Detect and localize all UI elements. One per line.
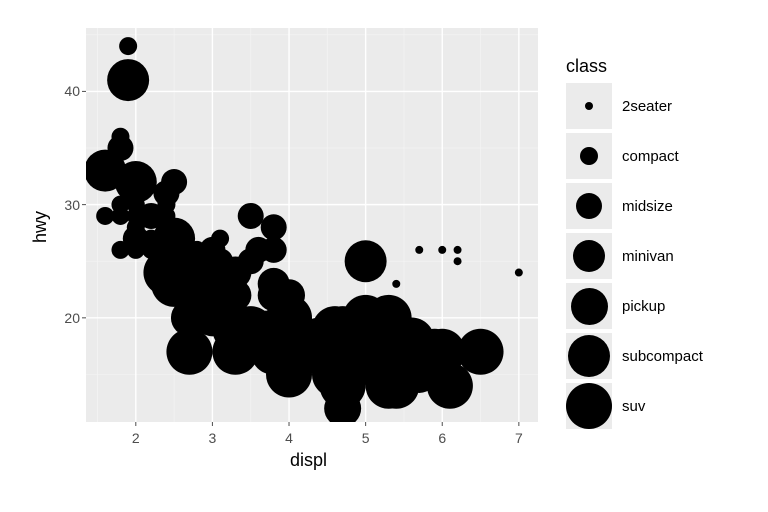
x-tick-label: 3: [209, 430, 217, 446]
x-tick-label: 4: [285, 430, 293, 446]
legend-item: minivan: [566, 233, 703, 279]
scatter-chart: displ hwy 2 3 4 5 6 7 20 30 40 class 2seater comp…: [0, 0, 768, 512]
legend-dot-icon: [566, 383, 612, 429]
x-tick-label: 2: [132, 430, 140, 446]
x-axis-title: displ: [290, 450, 327, 471]
legend-item: compact: [566, 133, 703, 179]
legend-item: midsize: [566, 183, 703, 229]
legend-key: [566, 83, 612, 129]
legend-dot-icon: [571, 288, 608, 325]
legend-key: [566, 133, 612, 179]
x-tick-label: 6: [438, 430, 446, 446]
legend-label: 2seater: [622, 98, 672, 115]
y-axis-title: hwy: [30, 211, 51, 243]
legend: class 2seater compact midsize minivan pickup…: [566, 56, 703, 433]
legend-label: pickup: [622, 298, 665, 315]
x-tick-label: 7: [515, 430, 523, 446]
legend-dot-icon: [580, 147, 598, 165]
legend-label: midsize: [622, 198, 673, 215]
legend-label: subcompact: [622, 348, 703, 365]
legend-item: pickup: [566, 283, 703, 329]
legend-label: suv: [622, 398, 645, 415]
legend-dot-icon: [576, 193, 602, 219]
legend-item: 2seater: [566, 83, 703, 129]
legend-dot-icon: [568, 335, 610, 377]
legend-key: [566, 333, 612, 379]
legend-item: suv: [566, 383, 703, 429]
legend-key: [566, 183, 612, 229]
legend-title: class: [566, 56, 703, 77]
y-tick-label: 20: [58, 310, 80, 326]
legend-dot-icon: [573, 240, 605, 272]
y-tick-label: 40: [58, 83, 80, 99]
legend-items: 2seater compact midsize minivan pickup subcom…: [566, 83, 703, 429]
x-tick-label: 5: [362, 430, 370, 446]
legend-dot-icon: [585, 102, 593, 110]
y-tick-label: 30: [58, 197, 80, 213]
legend-label: minivan: [622, 248, 674, 265]
legend-label: compact: [622, 148, 679, 165]
legend-item: subcompact: [566, 333, 703, 379]
legend-key: [566, 283, 612, 329]
legend-key: [566, 233, 612, 279]
legend-key: [566, 383, 612, 429]
